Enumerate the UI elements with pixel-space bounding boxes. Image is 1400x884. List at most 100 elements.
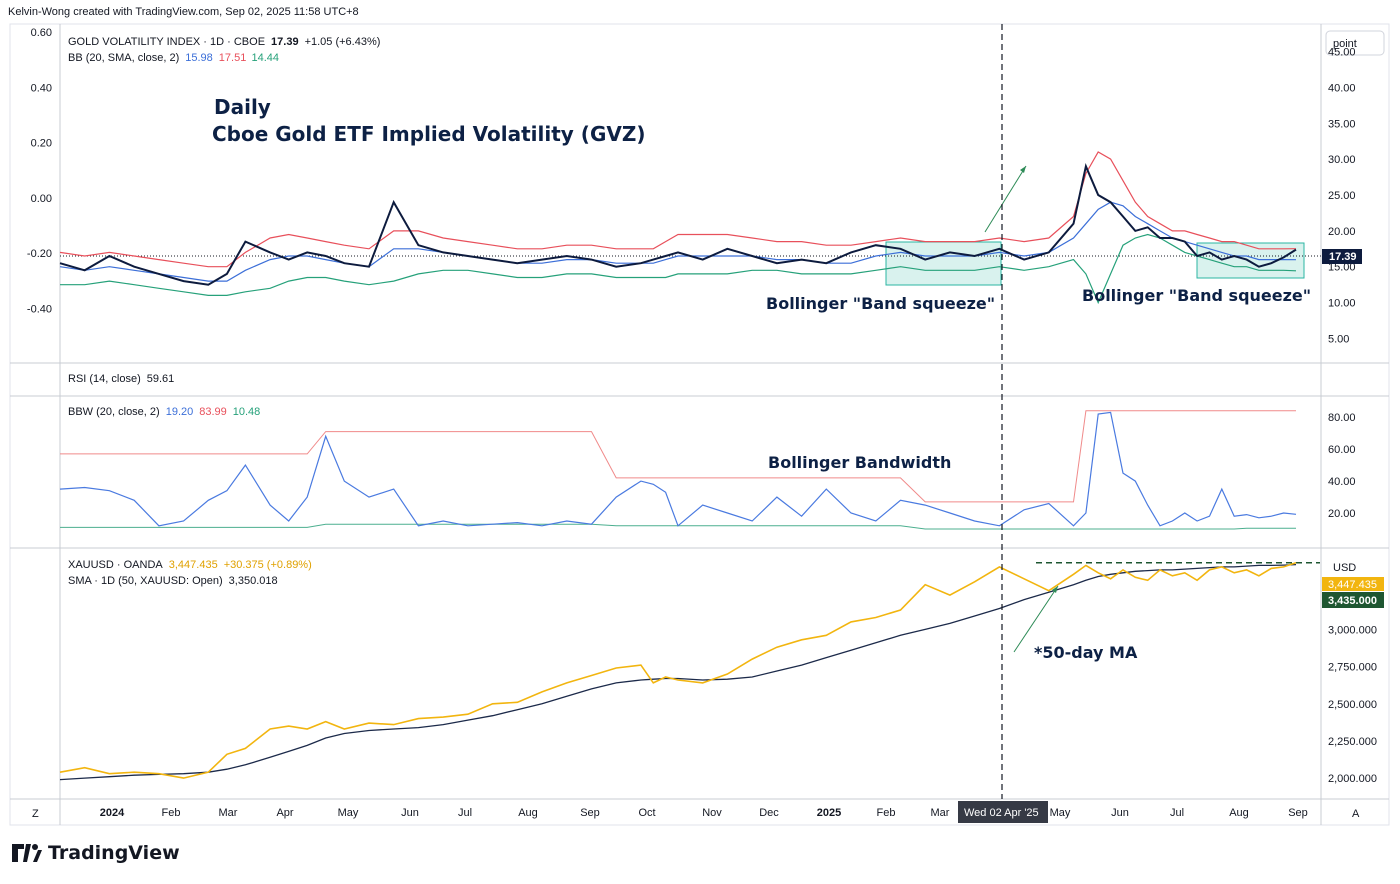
squeeze-box-1 [885, 241, 1002, 286]
bbw-legend-name: BBW (20, close, 2) [68, 406, 160, 418]
time-axis-tick: Sep [580, 807, 600, 819]
crosshair-date-value: Wed 02 Apr '25 [964, 807, 1039, 819]
time-axis-tick: May [1050, 807, 1071, 819]
time-axis-tick: Sep [1288, 807, 1308, 819]
time-axis-tick: Jun [1111, 807, 1129, 819]
time-axis-tick: Jul [1170, 807, 1184, 819]
time-axis-tick: Jul [458, 807, 472, 819]
bbw-legend-value: 19.20 [166, 406, 194, 418]
auto-scale-button[interactable]: A [1352, 808, 1360, 820]
time-axis[interactable]: 2024 Feb Mar Apr May Jun Jul Aug Sep Oct Nov Dec 202… [100, 807, 1308, 819]
time-axis-tick: Oct [638, 807, 655, 819]
bbw-pane [59, 410, 1297, 530]
rsi-legend-name: RSI (14, close) [68, 373, 141, 385]
reset-zoom-button[interactable]: Z [32, 808, 39, 820]
right-axis-tick: 30.00 [1328, 154, 1356, 166]
tradingview-logo-text: TradingView [48, 842, 180, 864]
right-axis-tick: 60.00 [1328, 444, 1356, 456]
gvz-pane [59, 151, 1321, 305]
time-axis-tick: Mar [219, 807, 238, 819]
xauusd-right-axis[interactable]: 3,000.000 2,750.000 2,500.000 2,250.000 2,00… [1328, 624, 1377, 785]
right-axis-tick: 80.00 [1328, 412, 1356, 424]
bb-legend-lower: 14.44 [252, 52, 280, 64]
left-axis-tick: 0.60 [31, 27, 52, 39]
xauusd-legend-name: XAUUSD · OANDA [68, 559, 163, 571]
rsi-legend-value: 59.61 [147, 373, 175, 385]
gvz-arrowhead-icon [1020, 166, 1026, 173]
xau-last-value: 3,447.435 [1328, 579, 1377, 591]
bbw-legend-highest: 83.99 [199, 406, 227, 418]
time-axis-tick: 2025 [817, 807, 841, 819]
right-axis-tick: 40.00 [1328, 82, 1356, 94]
sma-last-label: 3,435.000 [1322, 592, 1384, 608]
rsi-legend: RSI (14, close) 59.61 [68, 373, 174, 385]
bb-lower-line [60, 233, 1297, 305]
chart-frame [9, 23, 1390, 826]
time-axis-tick: Apr [276, 807, 293, 819]
right-axis-tick: 2,500.000 [1328, 699, 1377, 711]
sma-line [59, 563, 1297, 781]
left-axis-tick: -0.20 [27, 248, 52, 260]
time-axis-tick: Feb [877, 807, 896, 819]
left-axis-tick: -0.40 [27, 304, 52, 316]
bb-legend-upper: 17.51 [219, 52, 246, 64]
crosshair-date-label: Wed 02 Apr '25 [958, 801, 1048, 823]
xauusd-legend-change: +30.375 (+0.89%) [224, 559, 312, 571]
gvz-legend-change: +1.05 (+6.43%) [305, 36, 381, 48]
sma-legend: SMA · 1D (50, XAUUSD: Open) 3,350.018 [68, 575, 278, 587]
right-axis-tick: 15.00 [1328, 262, 1356, 274]
gvz-arrow [984, 165, 1027, 233]
time-axis-tick: Aug [1229, 807, 1249, 819]
sma-legend-value: 3,350.018 [229, 575, 278, 587]
right-axis-tick: 25.00 [1328, 190, 1356, 202]
time-axis-tick: Nov [702, 807, 722, 819]
right-axis-tick: 3,000.000 [1328, 624, 1377, 636]
right-axis-tick: 20.00 [1328, 226, 1356, 238]
bb-legend-basis: 15.98 [185, 52, 213, 64]
xauusd-legend-last: 3,447.435 [169, 559, 218, 571]
chart-subtitle: Cboe Gold ETF Implied Volatility (GVZ) [212, 122, 645, 146]
tradingview-logo-icon [12, 844, 42, 862]
xauusd-line [59, 562, 1297, 779]
bbw-right-axis[interactable]: 80.00 60.00 40.00 20.00 [1328, 412, 1356, 520]
squeeze-annotation-1: Bollinger "Band squeeze" [766, 294, 995, 313]
gvz-last-value: 17.39 [1329, 251, 1357, 263]
sma-legend-name: SMA · 1D (50, XAUUSD: Open) [68, 575, 223, 587]
time-axis-tick: Mar [931, 807, 950, 819]
time-axis-tick: Feb [162, 807, 181, 819]
chart-title: Daily [214, 95, 271, 119]
tradingview-logo[interactable]: TradingView [12, 842, 180, 864]
gvz-last-label: 17.39 [1322, 249, 1362, 264]
right-axis-tick: 35.00 [1328, 118, 1356, 130]
left-axis-tick: 0.00 [31, 193, 52, 205]
bb-legend-name: BB (20, SMA, close, 2) [68, 52, 179, 64]
bbw-annotation: Bollinger Bandwidth [768, 453, 951, 472]
left-axis-tick: 0.20 [31, 138, 52, 150]
left-axis-tick: 0.40 [31, 82, 52, 94]
time-axis-tick: Jun [401, 807, 419, 819]
bbw-line [59, 411, 1297, 527]
right-axis-tick: 40.00 [1328, 476, 1356, 488]
sma-last-value: 3,435.000 [1328, 595, 1377, 607]
right-axis-tick: 20.00 [1328, 508, 1356, 520]
right-axis-tick: 2,250.000 [1328, 736, 1377, 748]
time-axis-tick: Dec [759, 807, 779, 819]
bbw-legend-lowest: 10.48 [233, 406, 261, 418]
scale-mode-label: point [1333, 38, 1357, 50]
svg-text:GOLD VOLATILITY INDEX · 1D · C: GOLD VOLATILITY INDEX · 1D · CBOE 17.39 +1… [68, 36, 380, 48]
bb-upper-line [59, 151, 1297, 268]
right-axis-tick: 5.00 [1328, 333, 1349, 345]
time-axis-tick: 2024 [100, 807, 125, 819]
right-axis-tick: 45.00 [1328, 47, 1356, 59]
right-axis-tick: 10.00 [1328, 298, 1356, 310]
scale-mode-button[interactable]: point [1325, 30, 1385, 56]
left-axis: 0.60 0.40 0.20 0.00 -0.20 -0.40 [27, 27, 52, 316]
time-axis-tick: May [338, 807, 359, 819]
xauusd-pane [59, 562, 1320, 781]
xau-arrowhead-icon [1052, 586, 1058, 593]
right-axis-tick: 2,750.000 [1328, 662, 1377, 674]
gvz-right-axis[interactable]: 45.00 40.00 35.00 30.00 25.00 20.00 15.00 10.00… [1328, 47, 1356, 346]
time-axis-tick: Aug [518, 807, 538, 819]
